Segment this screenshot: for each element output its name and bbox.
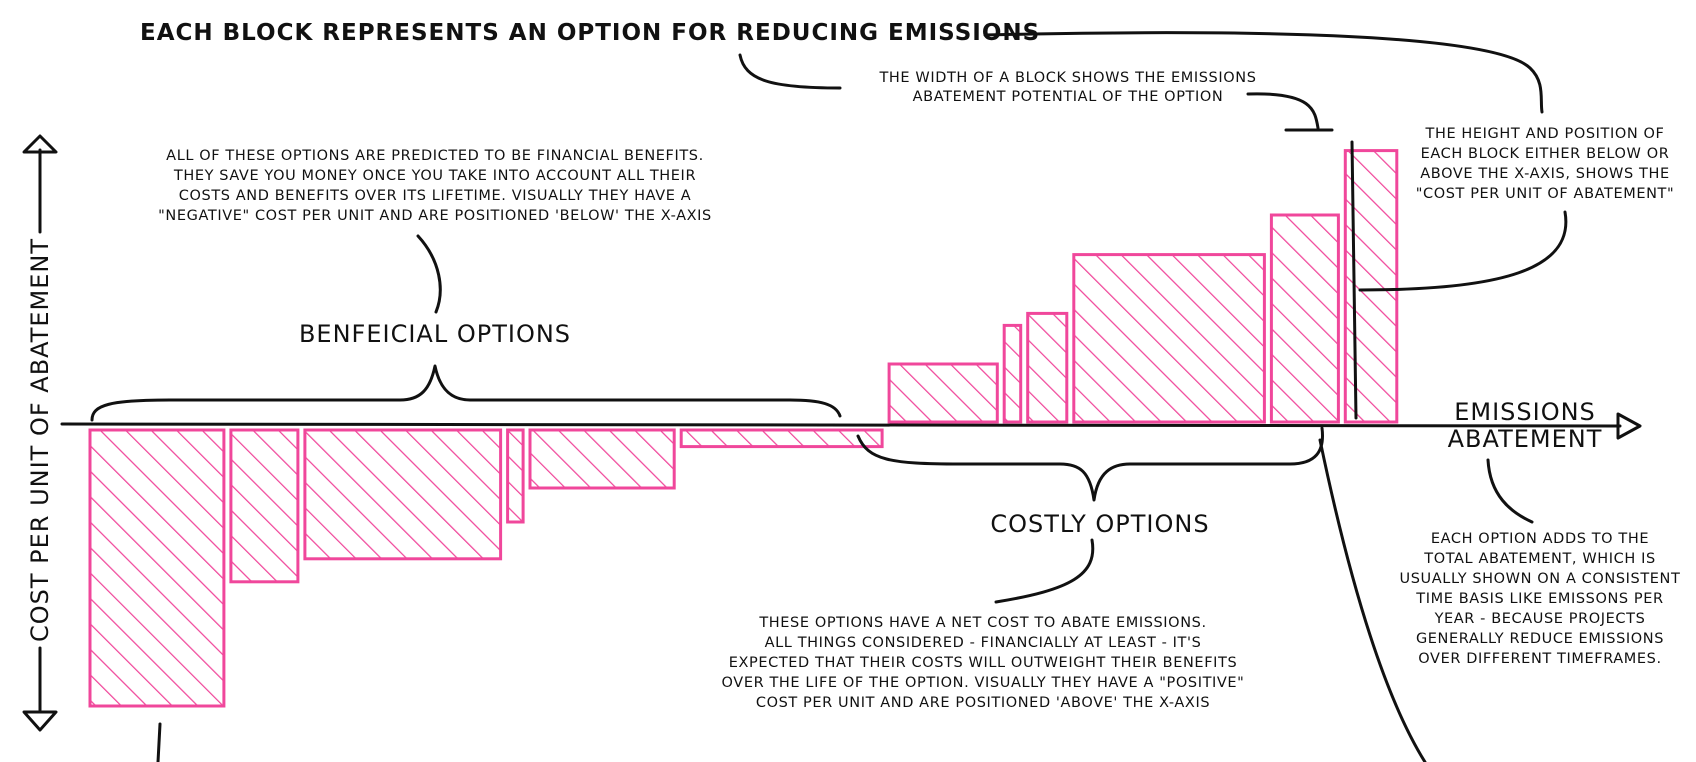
svg-text:"negative" cost per unit and a: "negative" cost per unit and are positio… <box>158 208 712 224</box>
x-axis-label-line-1: Emissions <box>1454 398 1596 426</box>
option-block-11 <box>1269 213 1340 424</box>
costly-brace <box>856 426 1325 502</box>
height-marker <box>1350 140 1358 420</box>
y-axis-arrow-down-icon <box>22 710 58 732</box>
height-note: The height and position of each block ei… <box>1416 126 1675 202</box>
costly-note-connector <box>994 538 1095 604</box>
svg-text:expected that their costs will: expected that their costs will outweight… <box>729 655 1238 671</box>
option-block-2 <box>229 428 300 584</box>
total-abatement-line <box>1318 438 1427 762</box>
option-block-6 <box>679 428 884 449</box>
beneficial-note: All of these options are predicted to be… <box>158 148 712 224</box>
option-blocks <box>88 149 1399 708</box>
svg-text:over different timeframes.: over different timeframes. <box>1418 651 1661 667</box>
option-block-8 <box>1002 323 1023 424</box>
width-note-line-1: The width of a block shows the emissions <box>878 70 1256 86</box>
lower-connector-stub <box>156 722 162 762</box>
height-note-connector <box>1358 210 1568 292</box>
y-axis-label: Cost per unit of abatement <box>26 238 54 642</box>
svg-text:time basis like emissons per: time basis like emissons per <box>1415 591 1663 607</box>
beneficial-heading: Benfeicial options <box>299 320 571 348</box>
width-note-line-2: abatement potential of the option <box>913 89 1224 105</box>
x-axis-label-line-2: abatement <box>1448 425 1603 453</box>
costly-heading: Costly options <box>990 510 1209 538</box>
svg-text:each block either below or: each block either below or <box>1421 146 1670 162</box>
option-block-4 <box>506 428 525 524</box>
svg-text:total abatement, which is: total abatement, which is <box>1423 551 1656 567</box>
svg-text:All things considered - financ: All things considered - financially at l… <box>765 635 1202 651</box>
title-to-width-note-connector <box>738 53 842 90</box>
svg-text:above the x-axis, shows the: above the x-axis, shows the <box>1420 166 1669 182</box>
diagram-title: Each block represents an option for redu… <box>140 20 1040 46</box>
svg-text:generally reduce emissions: generally reduce emissions <box>1416 631 1664 647</box>
x-label-connector <box>1486 458 1534 524</box>
svg-text:usually shown on a consistent: usually shown on a consistent <box>1400 571 1681 587</box>
svg-text:over the life of the option. V: over the life of the option. Visually th… <box>722 675 1245 691</box>
svg-text:All of these options are predi: All of these options are predicted to be… <box>166 148 704 164</box>
x-axis-arrow-icon <box>1616 412 1642 440</box>
beneficial-brace <box>90 364 842 422</box>
beneficial-note-connector <box>416 234 442 314</box>
y-axis-arrow-up-icon <box>22 134 58 154</box>
option-block-7 <box>887 362 999 424</box>
x-axis-line <box>60 422 1622 428</box>
option-block-9 <box>1026 311 1069 424</box>
option-block-5 <box>528 428 676 490</box>
total-abatement-note: Each option adds to the total abatement,… <box>1400 531 1681 667</box>
svg-text:"cost per unit of abatement": "cost per unit of abatement" <box>1416 186 1675 202</box>
svg-text:These options have a net cost: These options have a net cost to abate e… <box>758 615 1206 631</box>
title-connector <box>983 31 1544 114</box>
svg-text:Each option adds to the: Each option adds to the <box>1431 531 1649 547</box>
axes <box>22 134 1642 732</box>
svg-text:The height and position of: The height and position of <box>1424 126 1664 142</box>
svg-text:year - because projects: year - because projects <box>1434 611 1646 627</box>
option-block-12 <box>1343 149 1399 424</box>
option-block-3 <box>303 428 503 561</box>
option-block-10 <box>1072 253 1266 424</box>
costly-note: These options have a net cost to abate e… <box>722 615 1245 711</box>
svg-text:costs and benefits over its li: costs and benefits over its lifetime. Vi… <box>179 188 691 204</box>
svg-text:They save you money once you t: They save you money once you take into a… <box>173 168 696 184</box>
svg-text:cost per unit and are position: cost per unit and are positioned 'above'… <box>756 695 1210 711</box>
width-note-connector <box>1246 92 1320 130</box>
option-block-1 <box>88 428 226 708</box>
